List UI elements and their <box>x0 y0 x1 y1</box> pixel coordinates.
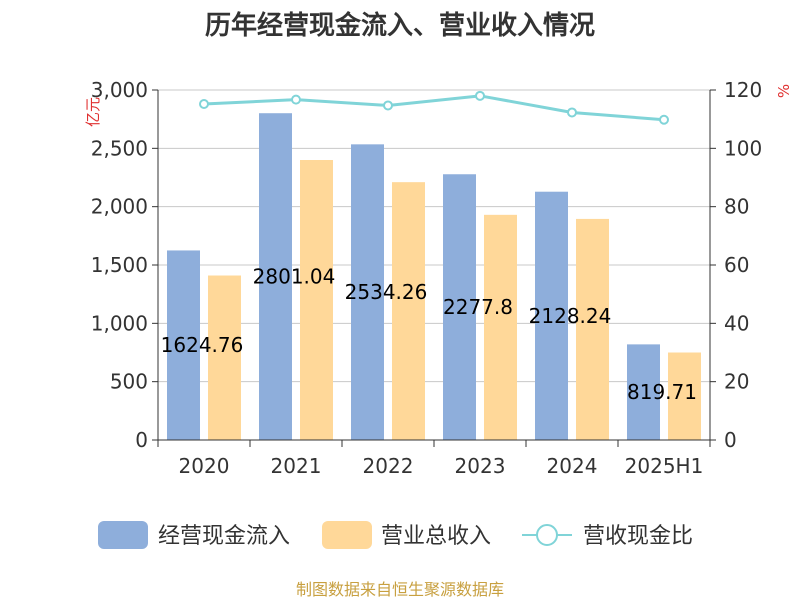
legend-point-swatch <box>536 524 558 546</box>
data-label: 2534.26 <box>345 280 428 304</box>
gridlines <box>158 89 710 383</box>
chart-title: 历年经营现金流入、营业收入情况 <box>205 10 595 41</box>
legend[interactable]: 经营现金流入 营业总收入 营收现金比 <box>98 521 693 549</box>
ratio-point <box>383 100 393 111</box>
bar-revenue <box>392 182 425 440</box>
source-note: 制图数据来自恒生聚源数据库 <box>296 580 504 599</box>
left-axis-unit: 亿元 <box>84 97 102 127</box>
left-tick-label: 1,000 <box>91 311 148 335</box>
x-tick-label: 2020 <box>179 454 230 478</box>
bar-revenue <box>300 160 333 440</box>
right-tick-label: 20 <box>724 370 749 394</box>
data-label: 2277.8 <box>443 295 513 319</box>
right-tick-label: 60 <box>724 253 749 277</box>
bar-cash-inflow <box>443 174 476 441</box>
left-tick-label: 3,000 <box>91 78 148 102</box>
legend-swatch <box>322 521 372 549</box>
bar-revenue <box>576 218 609 440</box>
x-tick-label: 2025H1 <box>625 454 704 478</box>
x-tick-label: 2023 <box>455 454 506 478</box>
legend-label: 经营现金流入 <box>158 524 290 549</box>
left-tick-label: 2,500 <box>91 136 148 160</box>
right-tick-label: 120 <box>724 78 762 102</box>
data-label: 2801.04 <box>253 265 336 289</box>
left-tick-label: 500 <box>110 370 148 394</box>
axes <box>152 89 716 447</box>
bar-cash-inflow <box>351 144 384 440</box>
bar-cash-inflow <box>167 250 200 440</box>
bar-revenue <box>668 352 701 440</box>
left-axis-ticks: 0 500 1,000 1,500 2,000 2,500 3,000 <box>91 78 148 452</box>
data-label: 819.71 <box>627 380 697 404</box>
ratio-point <box>291 94 301 105</box>
left-tick-label: 1,500 <box>91 253 148 277</box>
ratio-line <box>199 90 669 125</box>
right-tick-label: 100 <box>724 136 762 160</box>
x-axis-ticks: 2020 2021 2022 2023 2024 2025H1 <box>179 454 704 478</box>
ratio-point <box>199 99 209 109</box>
left-tick-label: 2,000 <box>91 195 148 219</box>
bar-cash-inflow <box>259 113 292 440</box>
bar-cash-inflow <box>627 344 660 440</box>
bar-revenue <box>208 275 241 440</box>
x-tick-label: 2022 <box>363 454 414 478</box>
ratio-line-path <box>203 94 665 122</box>
right-axis-unit: % <box>775 84 793 98</box>
data-label: 1624.76 <box>161 333 244 357</box>
ratio-point <box>659 114 669 125</box>
data-label: 2128.24 <box>529 304 612 328</box>
bar-cash-inflow <box>535 191 568 440</box>
right-axis-ticks: 0 20 40 60 80 100 120 <box>724 78 762 452</box>
right-tick-label: 80 <box>724 195 749 219</box>
bar-revenue <box>484 214 517 440</box>
x-tick-label: 2021 <box>271 454 322 478</box>
data-labels: 1624.76 2801.04 2534.26 2277.8 2128.24 819.71 <box>161 265 697 405</box>
x-tick-label: 2024 <box>547 454 598 478</box>
right-tick-label: 40 <box>724 311 749 335</box>
ratio-point <box>475 90 485 101</box>
legend-swatch <box>98 521 148 549</box>
legend-label: 营收现金比 <box>583 524 693 549</box>
right-tick-label: 0 <box>724 428 737 452</box>
ratio-point <box>567 107 577 118</box>
left-tick-label: 0 <box>135 428 148 452</box>
bars <box>167 113 701 441</box>
legend-label: 营业总收入 <box>381 524 491 549</box>
